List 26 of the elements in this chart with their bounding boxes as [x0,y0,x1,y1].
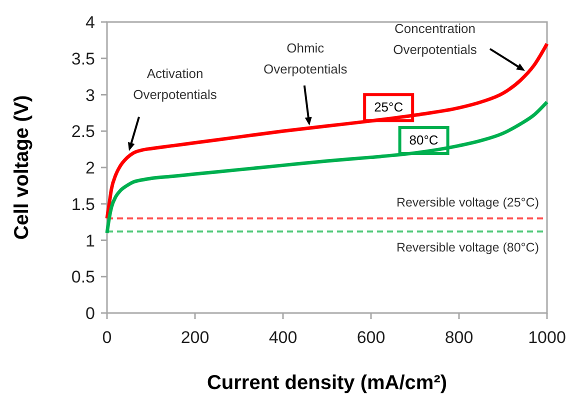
x-tick-label: 0 [102,328,112,347]
ref-line-label: Reversible voltage (80°C) [396,240,539,255]
line-series [105,100,549,235]
x-axis-title: Current density (mA/cm²) [206,372,448,394]
y-tick-label: 1 [86,231,95,250]
x-tick-label: 200 [180,328,210,347]
line-series [105,42,549,220]
y-axis-title: Cell voltage (V) [11,95,33,240]
annotation: Activation Overpotentials [133,66,218,102]
series-label: 80°C [409,132,438,148]
x-tick-label: 800 [444,328,474,347]
ref-line-label: Reversible voltage (25°C) [396,195,539,210]
y-tick-label: 0.5 [71,268,95,287]
x-tick-label: 600 [356,328,386,347]
x-tick-label: 400 [268,328,298,347]
annotation: Ohmic Overpotentials [263,40,348,76]
y-tick-label: 2.5 [71,122,95,142]
y-tick-label: 3.5 [71,49,95,68]
series-label: 25°C [374,100,404,115]
annotation: Concentration Overpotentials [393,20,478,57]
y-tick-label: 3 [86,86,95,105]
x-tick-label: 1000 [528,328,566,347]
y-tick-label: 0 [86,304,95,323]
y-tick-label: 1.5 [71,194,95,214]
y-tick-label: 4 [86,13,95,32]
y-tick-label: 2 [86,158,95,178]
